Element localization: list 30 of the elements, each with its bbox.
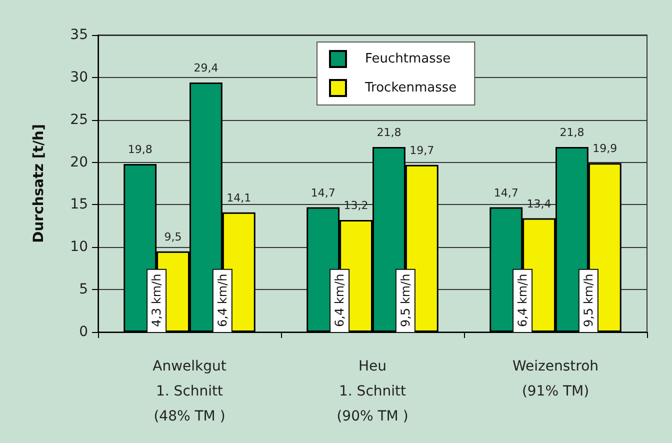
x-tick-label: Anwelkgut 1. Schnitt (48% TM ) xyxy=(152,358,227,424)
data-label: 14,7 xyxy=(310,186,336,200)
data-label: 19,7 xyxy=(410,144,434,157)
x-tick-label: Heu 1. Schnitt (90% TM ) xyxy=(336,358,408,424)
data-label: 9,5 xyxy=(164,230,182,244)
y-tick-label: 15 xyxy=(70,196,88,213)
data-label: 19,8 xyxy=(128,142,152,156)
data-label: 21,8 xyxy=(560,126,584,140)
legend-label: Trockenmasse xyxy=(364,80,457,96)
data-label: 21,8 xyxy=(376,126,402,140)
x-tick-label: Weizenstroh (91% TM) xyxy=(512,358,599,400)
y-tick-label: 10 xyxy=(70,239,88,256)
annotation: 6,4 km/h xyxy=(332,274,347,327)
y-tick-label: 5 xyxy=(79,282,88,298)
annotation: 9,5 km/h xyxy=(398,274,412,327)
legend-label: Feuchtmasse xyxy=(365,52,451,66)
y-tick-label: 35 xyxy=(70,27,88,43)
y-tick-label: 30 xyxy=(70,69,88,86)
data-label: 14,7 xyxy=(494,186,518,200)
annotation: 6,4 km/h xyxy=(215,274,230,327)
y-axis-title: Durchsatz [t/h] xyxy=(31,124,47,243)
y-tick-label: 0 xyxy=(79,324,88,340)
data-label: 29,4 xyxy=(194,62,218,75)
annotation: 6,4 km/h xyxy=(516,274,530,327)
y-tick-label: 25 xyxy=(70,112,88,128)
annotation: 4,3 km/h xyxy=(150,274,164,327)
y-tick-label: 20 xyxy=(70,154,88,170)
data-label: 14,1 xyxy=(226,191,252,204)
annotation: 9,5 km/h xyxy=(581,274,596,327)
data-label: 19,9 xyxy=(592,142,618,156)
